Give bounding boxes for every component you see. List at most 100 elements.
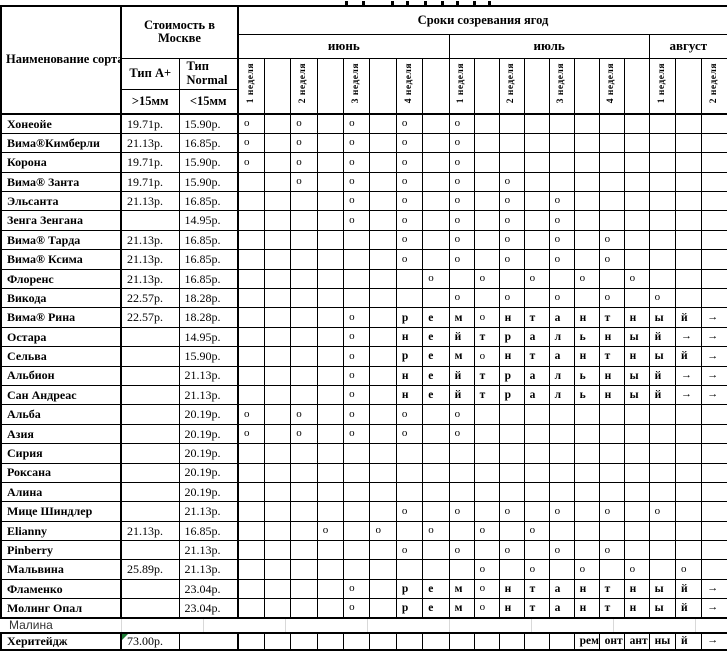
- week-cell-13[interactable]: [548, 520, 575, 542]
- week-cell-16[interactable]: [623, 191, 650, 212]
- week-cell-16[interactable]: [623, 462, 650, 483]
- price-normal-cell[interactable]: 16.85р.: [178, 520, 240, 542]
- week-cell-7[interactable]: [395, 462, 424, 483]
- week-cell-9[interactable]: [448, 520, 475, 542]
- price-normal-cell[interactable]: 21.13р.: [178, 384, 240, 406]
- week-cell-8[interactable]: [422, 462, 450, 483]
- week-cell-1[interactable]: [237, 229, 265, 251]
- week-cell-17[interactable]: [648, 443, 676, 464]
- week-cell-16[interactable]: [623, 501, 650, 522]
- variety-name-cell[interactable]: Молинг Опал: [0, 598, 122, 620]
- week-cell-7[interactable]: о: [395, 249, 424, 270]
- week-cell-18[interactable]: й: [674, 598, 703, 620]
- week-cell-9[interactable]: м: [448, 578, 475, 600]
- variety-name-cell[interactable]: Вима® Рина: [0, 307, 122, 328]
- week-cell-18[interactable]: [674, 540, 703, 561]
- week-cell-3[interactable]: о: [290, 132, 318, 154]
- week-header-col-7[interactable]: 4 неделя: [395, 57, 424, 115]
- price-a-cell[interactable]: [120, 462, 180, 483]
- week-cell-4[interactable]: [316, 631, 345, 651]
- week-cell-18[interactable]: [674, 152, 703, 173]
- week-cell-12[interactable]: а: [523, 384, 550, 406]
- week-cell-18[interactable]: [674, 191, 703, 212]
- week-cell-18[interactable]: [674, 501, 703, 522]
- week-cell-6[interactable]: [369, 229, 397, 251]
- week-cell-19[interactable]: →: [701, 365, 727, 386]
- week-cell-17[interactable]: [648, 462, 676, 483]
- week-cell-12[interactable]: т: [523, 578, 550, 600]
- week-cell-14[interactable]: н: [573, 307, 600, 328]
- week-cell-3[interactable]: [290, 268, 318, 290]
- week-cell-11[interactable]: о: [498, 229, 525, 251]
- week-cell-13[interactable]: а: [548, 307, 575, 328]
- week-cell-3[interactable]: [290, 191, 318, 212]
- week-cell-5[interactable]: [343, 288, 371, 309]
- week-cell-14[interactable]: [573, 481, 600, 503]
- week-cell-17[interactable]: [648, 191, 676, 212]
- week-cell-7[interactable]: [395, 520, 424, 542]
- week-cell-14[interactable]: [573, 191, 600, 212]
- week-cell-9[interactable]: [448, 462, 475, 483]
- variety-name-cell[interactable]: Мице Шиндлер: [0, 501, 122, 522]
- week-cell-16[interactable]: [623, 229, 650, 251]
- week-cell-7[interactable]: р: [395, 598, 424, 620]
- section-label[interactable]: Малина: [1, 618, 727, 633]
- week-cell-17[interactable]: ы: [648, 307, 676, 328]
- week-cell-13[interactable]: о: [548, 540, 575, 561]
- week-cell-5[interactable]: [343, 520, 371, 542]
- week-cell-1[interactable]: [237, 171, 265, 193]
- price-normal-cell[interactable]: 20.19р.: [178, 481, 240, 503]
- week-cell-9[interactable]: о: [448, 404, 475, 425]
- price-a-cell[interactable]: 21.13р.: [120, 249, 180, 270]
- week-cell-5[interactable]: о: [343, 578, 371, 600]
- week-cell-18[interactable]: →: [674, 365, 703, 386]
- variety-name-cell[interactable]: Викода: [0, 288, 122, 309]
- price-a-cell[interactable]: 21.13р.: [120, 268, 180, 290]
- week-cell-16[interactable]: ы: [623, 326, 650, 348]
- week-cell-6[interactable]: [369, 268, 397, 290]
- week-cell-16[interactable]: [623, 152, 650, 173]
- price-normal-cell[interactable]: 20.19р.: [178, 404, 240, 425]
- week-cell-17[interactable]: [648, 481, 676, 503]
- week-cell-1[interactable]: [237, 578, 265, 600]
- week-cell-19[interactable]: [701, 520, 727, 542]
- price-normal-cell[interactable]: 15.90р.: [178, 346, 240, 367]
- week-cell-13[interactable]: [548, 423, 575, 445]
- week-cell-10[interactable]: т: [473, 326, 500, 348]
- week-cell-19[interactable]: [701, 249, 727, 270]
- week-cell-7[interactable]: о: [395, 540, 424, 561]
- week-cell-14[interactable]: н: [573, 578, 600, 600]
- week-cell-5[interactable]: [343, 540, 371, 561]
- week-cell-12[interactable]: [523, 171, 550, 193]
- week-cell-6[interactable]: [369, 171, 397, 193]
- price-a-cell[interactable]: 19.71р.: [120, 171, 180, 193]
- week-cell-5[interactable]: о: [343, 307, 371, 328]
- week-cell-18[interactable]: й: [674, 346, 703, 367]
- week-cell-10[interactable]: [473, 171, 500, 193]
- week-cell-16[interactable]: н: [623, 578, 650, 600]
- week-cell-5[interactable]: [343, 462, 371, 483]
- week-cell-8[interactable]: е: [422, 326, 450, 348]
- week-cell-6[interactable]: [369, 132, 397, 154]
- week-cell-6[interactable]: [369, 559, 397, 580]
- week-cell-10[interactable]: [473, 462, 500, 483]
- week-cell-4[interactable]: [316, 152, 345, 173]
- week-cell-10[interactable]: о: [473, 559, 500, 580]
- week-cell-13[interactable]: [548, 268, 575, 290]
- week-cell-14[interactable]: [573, 404, 600, 425]
- price-a-cell[interactable]: [120, 326, 180, 348]
- week-cell-10[interactable]: [473, 229, 500, 251]
- week-cell-15[interactable]: [598, 113, 625, 134]
- week-cell-17[interactable]: о: [648, 501, 676, 522]
- week-cell-16[interactable]: [623, 113, 650, 134]
- week-cell-16[interactable]: [623, 404, 650, 425]
- week-cell-6[interactable]: [369, 598, 397, 620]
- week-cell-15[interactable]: [598, 443, 625, 464]
- week-cell-8[interactable]: о: [422, 268, 450, 290]
- week-cell-14[interactable]: [573, 462, 600, 483]
- week-cell-12[interactable]: [523, 443, 550, 464]
- week-cell-4[interactable]: [316, 171, 345, 193]
- week-cell-19[interactable]: →: [701, 384, 727, 406]
- week-cell-19[interactable]: [701, 229, 727, 251]
- week-cell-7[interactable]: о: [395, 191, 424, 212]
